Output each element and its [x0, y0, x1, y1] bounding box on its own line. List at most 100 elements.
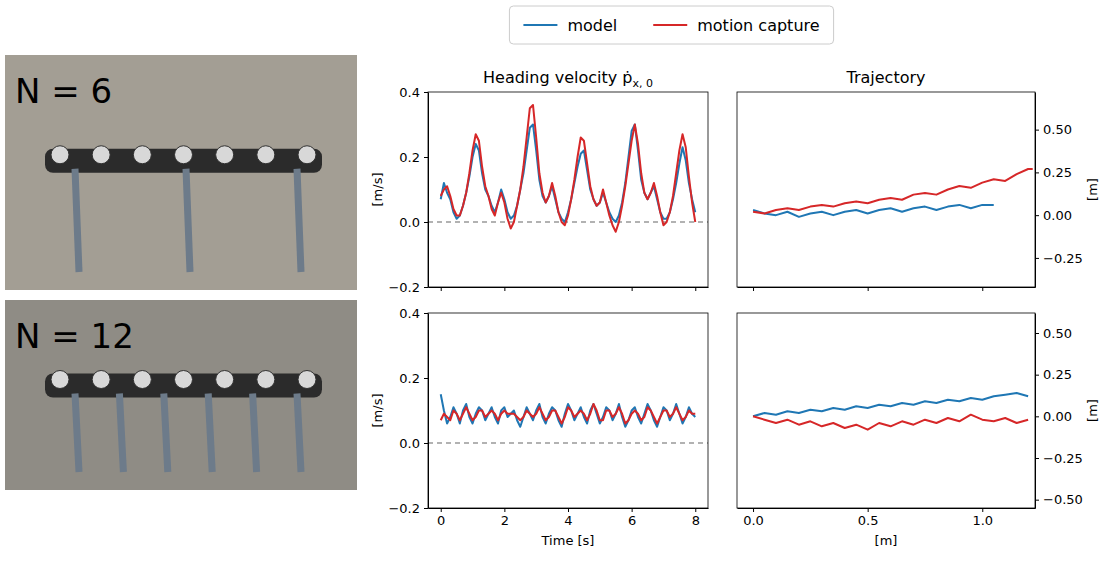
legend: model motion capture: [509, 6, 833, 44]
panel: −0.250.000.250.50Trajectory[m]: [737, 68, 1100, 291]
panel: 02468−0.20.00.20.4Time [s][m/s]: [370, 306, 709, 549]
robot-joint: [298, 146, 316, 164]
y-tick: −0.2: [388, 501, 428, 516]
y-axis-title: [m]: [1085, 399, 1100, 422]
x-tick: 0.0: [743, 508, 764, 528]
y-tick-label: −0.25: [1043, 451, 1083, 466]
x-axis: [429, 287, 709, 291]
x-tick-mark: [568, 508, 569, 512]
plot-frame: [428, 313, 708, 508]
x-tick-label: 1.0: [972, 513, 993, 528]
y-tick-label: −0.2: [388, 501, 420, 516]
x-axis-line: [738, 508, 1036, 509]
y-tick-label: 0.2: [399, 150, 420, 165]
y-tick: 0.00: [1035, 409, 1072, 424]
y-tick-mark: [1035, 333, 1039, 334]
y-tick-label: −0.2: [388, 280, 420, 295]
panel: 0.00.51.0−0.50−0.250.000.250.50[m][m]: [737, 313, 1100, 548]
x-tick: [982, 287, 983, 291]
x-tick: 6: [628, 508, 636, 528]
x-tick-mark: [695, 287, 696, 291]
robot-joint: [51, 371, 69, 389]
x-tick-mark: [753, 508, 754, 512]
robot-leg: [297, 394, 301, 473]
y-tick-mark: [424, 222, 428, 223]
legend-frame: [509, 6, 833, 44]
y-tick-label: 0.00: [1043, 208, 1072, 223]
line: [753, 415, 1028, 430]
x-tick: 8: [692, 508, 700, 528]
plot-area: [753, 169, 1033, 217]
x-tick: [504, 287, 505, 291]
y-tick: 0.4: [399, 85, 428, 100]
x-tick-label: 4: [564, 513, 572, 528]
y-axis: −0.50−0.250.000.250.50: [1035, 314, 1083, 509]
y-tick-label: 0.0: [399, 215, 420, 230]
robot-joint: [257, 371, 275, 389]
x-axis: [738, 287, 1036, 291]
plot-area: [428, 105, 708, 232]
photo-label: N = 12: [15, 316, 134, 356]
x-tick-label: 2: [501, 513, 509, 528]
y-tick-mark: [1035, 375, 1039, 376]
panel-title-text: Heading velocity ṗ: [483, 68, 632, 87]
x-tick: 0: [437, 508, 445, 528]
y-tick-label: 0.50: [1043, 122, 1072, 137]
y-tick: 0.2: [399, 150, 428, 165]
robot-joint: [257, 146, 275, 164]
legend-entry: model: [523, 16, 617, 35]
y-tick-label: 0.00: [1043, 409, 1072, 424]
y-tick-label: 0.2: [399, 371, 420, 386]
y-tick-mark: [1035, 458, 1039, 459]
legend-swatch: [653, 24, 687, 26]
robot-leg: [208, 394, 212, 473]
plot-frame: [428, 92, 708, 287]
y-tick: −0.50: [1035, 492, 1083, 507]
x-tick-mark: [568, 287, 569, 291]
x-tick-mark: [632, 287, 633, 291]
y-axis: −0.250.000.250.50: [1035, 93, 1083, 288]
y-axis: −0.2 0.0 0.2 0.4: [388, 85, 428, 295]
y-tick: 0.2: [399, 371, 428, 386]
robot-leg: [119, 394, 123, 473]
y-axis-line: [1035, 314, 1036, 509]
plot-area: [753, 393, 1028, 430]
y-tick-mark: [424, 92, 428, 93]
line: [441, 404, 696, 424]
x-tick-label: 0.0: [743, 513, 764, 528]
y-tick-label: 0.4: [399, 85, 420, 100]
line: [441, 105, 696, 232]
x-tick-mark: [632, 508, 633, 512]
y-tick-mark: [424, 157, 428, 158]
panel: −0.20.00.20.4Heading velocity ṗx, 0[m/s]: [370, 68, 709, 295]
x-tick: [753, 287, 754, 291]
legend-entry: motion capture: [653, 16, 819, 35]
line: [441, 394, 696, 427]
x-axis-title: Time [s]: [541, 533, 595, 548]
plot-frame: [737, 313, 1035, 508]
x-tick-label: 0.5: [858, 513, 879, 528]
x-tick-mark: [982, 508, 983, 512]
plot-area: [428, 394, 708, 443]
x-tick-mark: [982, 287, 983, 291]
robot-leg: [186, 169, 190, 272]
plot-frame: [737, 92, 1035, 287]
y-tick-mark: [424, 443, 428, 444]
x-tick-mark: [868, 508, 869, 512]
y-tick: −0.25: [1035, 451, 1083, 466]
robot-leg: [297, 169, 301, 272]
x-tick-mark: [441, 508, 442, 512]
x-tick: 2: [501, 508, 509, 528]
x-tick: [441, 287, 442, 291]
figure: N = 6N = 12−0.20.00.20.4Heading velocity…: [0, 0, 1107, 562]
x-tick: 0.5: [858, 508, 879, 528]
x-tick-mark: [868, 287, 869, 291]
line: [753, 393, 1028, 416]
x-tick-label: 0: [437, 513, 445, 528]
photo: N = 12: [5, 300, 357, 490]
robot-joint: [216, 371, 234, 389]
robot-joint: [92, 146, 110, 164]
reference-line: [428, 442, 708, 444]
photo-background: [5, 300, 357, 490]
y-tick: 0.00: [1035, 208, 1072, 223]
